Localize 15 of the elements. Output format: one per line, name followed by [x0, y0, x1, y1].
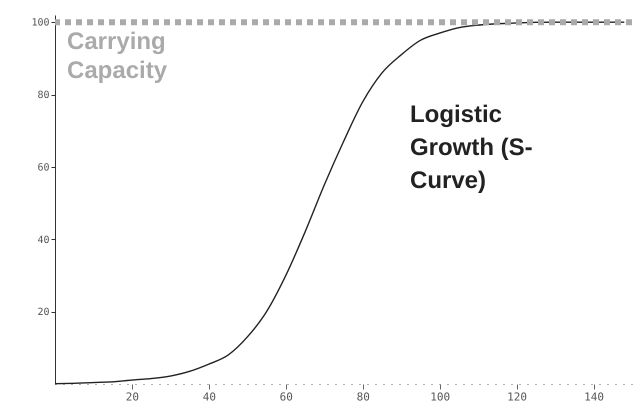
x-tick-label: 20 [126, 390, 140, 402]
y-tick-label: 80 [37, 90, 50, 102]
y-tick-label: 60 [37, 162, 50, 174]
y-tick-label: 40 [37, 234, 50, 246]
x-tick-label: 60 [280, 390, 293, 402]
x-tick-label: 140 [584, 390, 604, 402]
x-tick-label: 80 [356, 390, 370, 402]
x-tick-label: 120 [507, 390, 528, 402]
y-tick-label: 100 [31, 18, 50, 29]
x-tick-label: 100 [430, 390, 450, 402]
ref-line-label: Carrying Capacity [67, 28, 168, 84]
annotation: Logistic Growth (S-Curve) [410, 101, 533, 194]
y-tick-label: 20 [37, 307, 50, 318]
x-tick-label: 40 [202, 390, 216, 402]
line-series [54, 22, 626, 384]
